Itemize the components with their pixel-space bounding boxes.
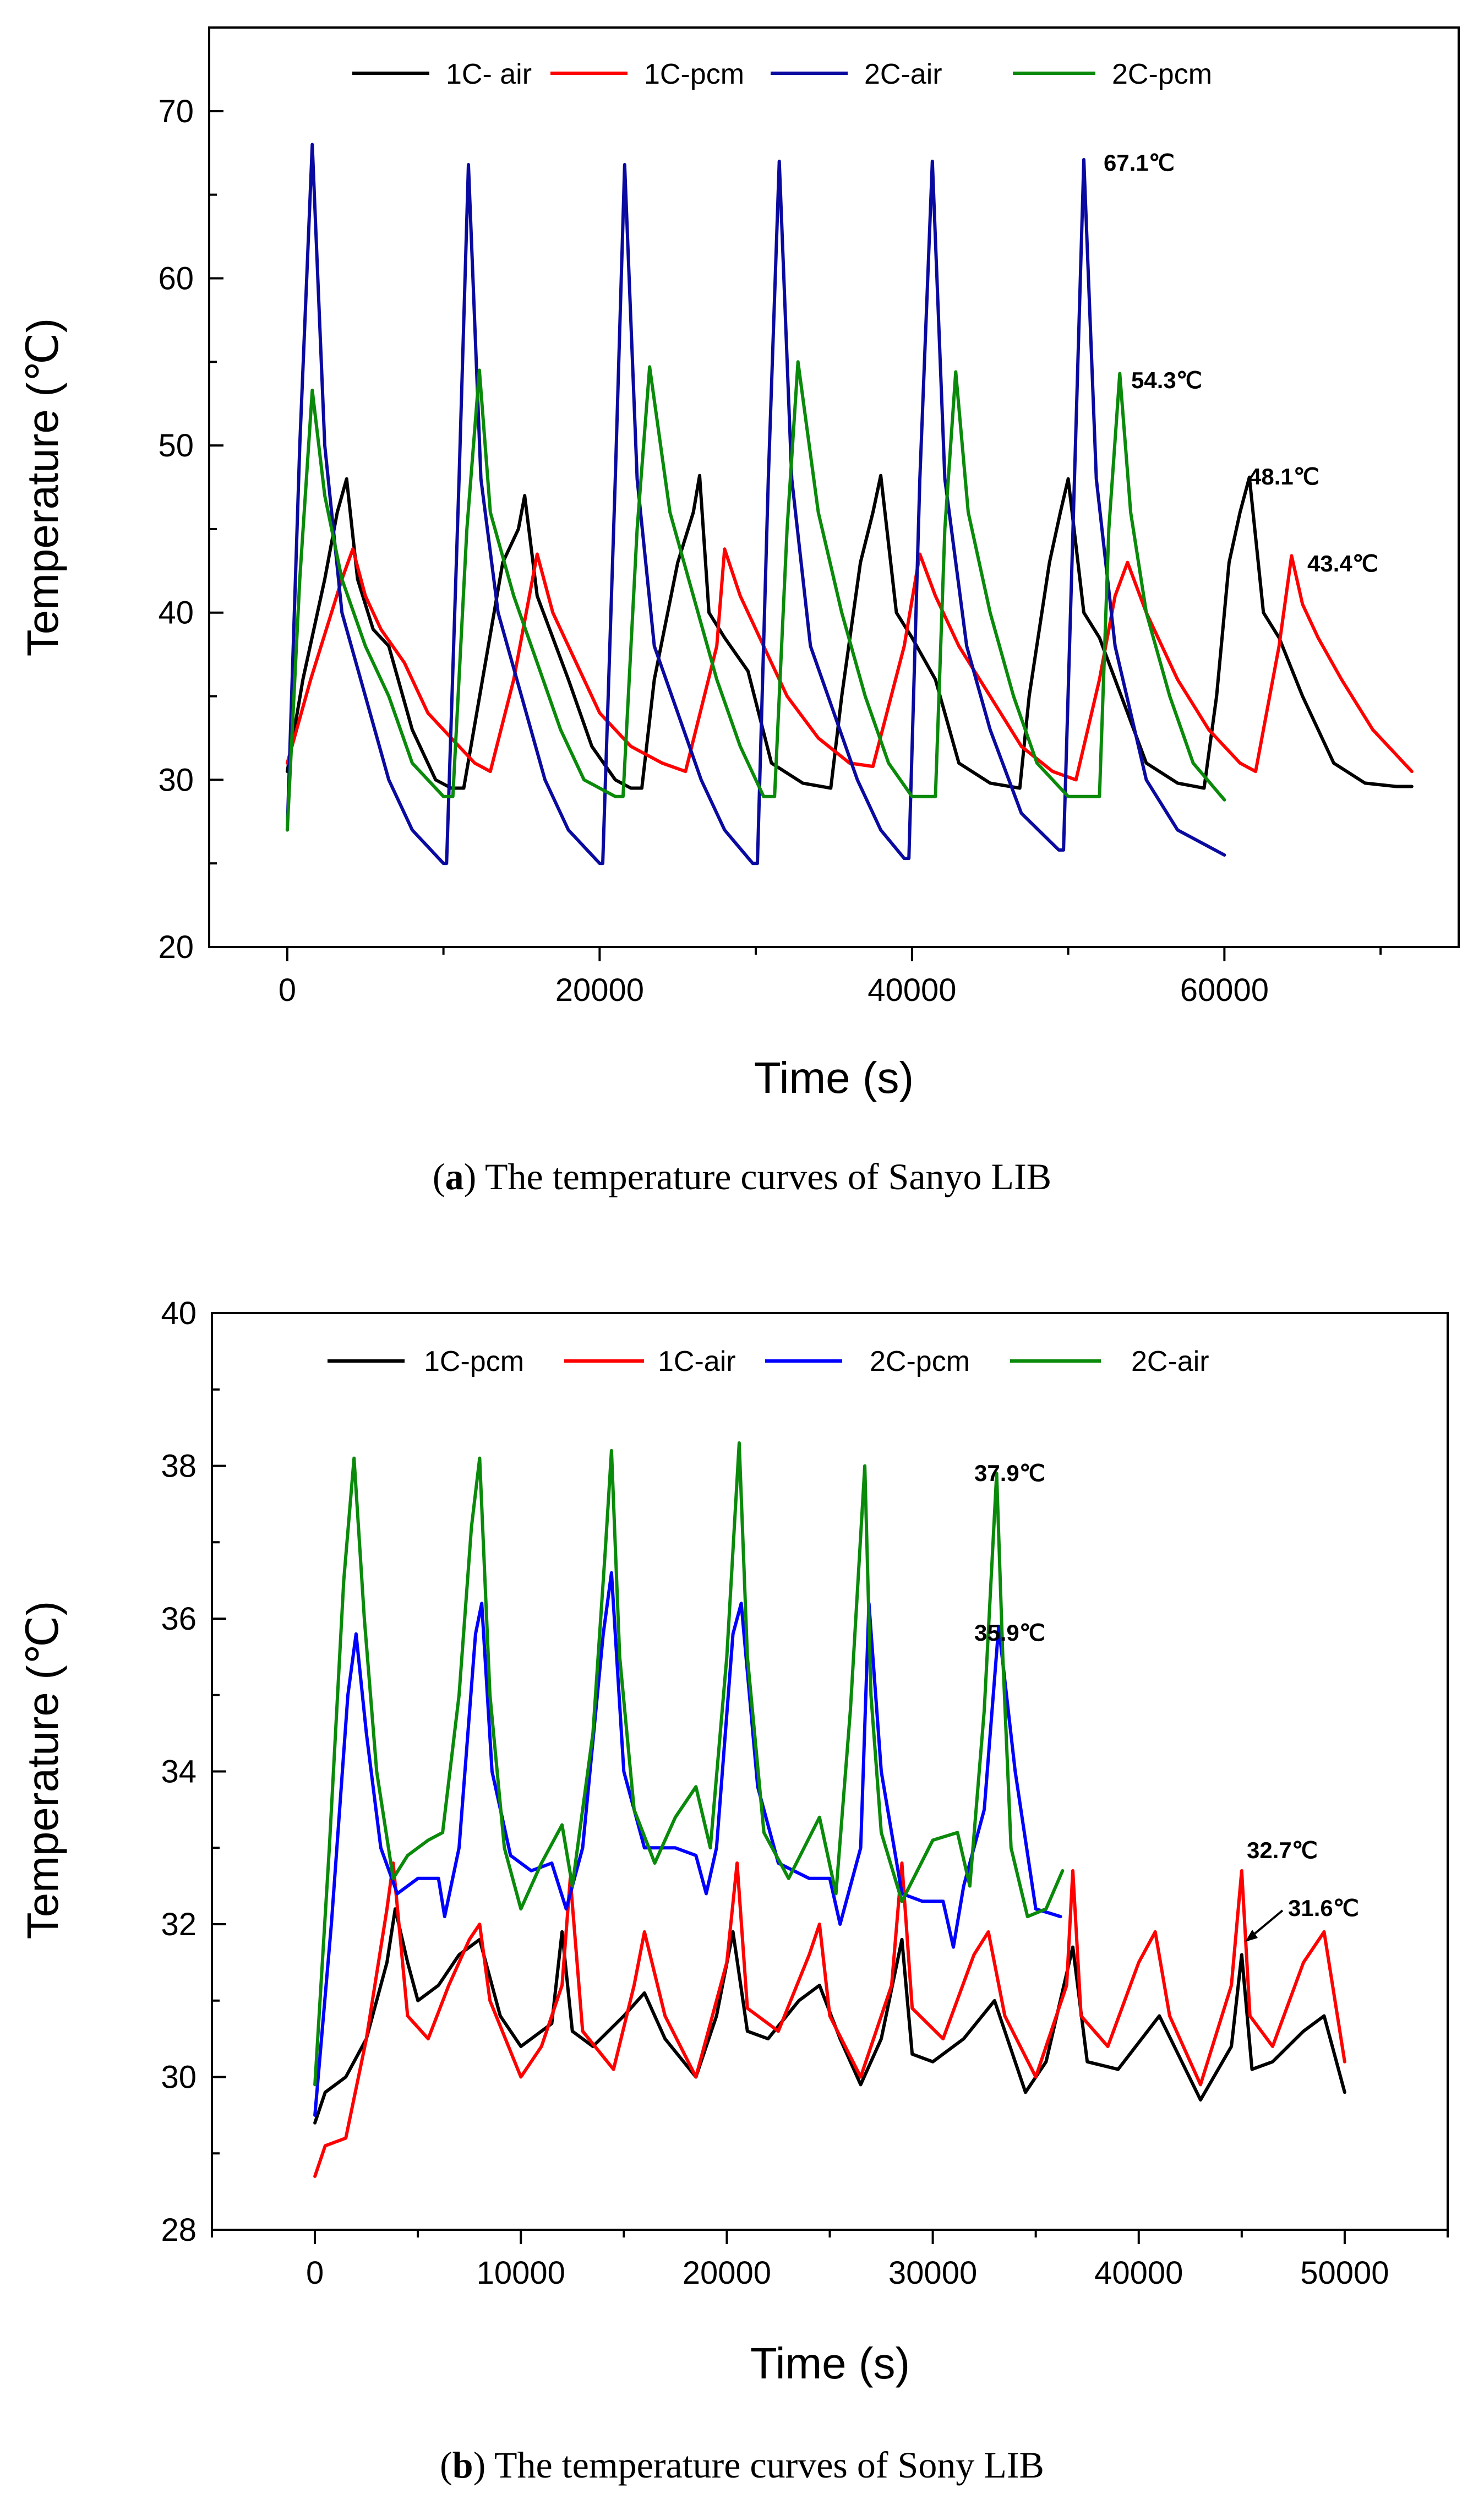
- y-tick-label-b: 32: [161, 1907, 197, 1942]
- x-tick-label-b: 20000: [683, 2255, 771, 2291]
- y-tick-label-a: 60: [158, 260, 194, 296]
- x-tick-label-b: 0: [306, 2255, 324, 2291]
- legend-label-2c-air: 2C-air: [864, 58, 942, 90]
- annotation-35-9: 35.9℃: [974, 1620, 1045, 1646]
- legend-a: 1C- air 1C-pcm 2C-air 2C-pcm: [352, 58, 1212, 90]
- annotation-37-9: 37.9℃: [974, 1460, 1045, 1486]
- y-axis-title-b: Temperature (℃): [18, 1601, 67, 1939]
- y-tick-label-a: 50: [158, 428, 194, 464]
- tick-layer-b: 28 30 32 34 36 38 40 0 10000 20000 30000 40000 50000: [161, 1295, 1449, 2291]
- legend-label-1c-pcm: 1C-pcm: [644, 58, 744, 90]
- series-line-1c-pcm-a: [285, 547, 1414, 782]
- chart-panel-b: 28 30 32 34 36 38 40 0 10000 20000 30000 40000 50000…: [18, 1295, 1449, 2486]
- annotation-31-6: 31.6℃: [1288, 1895, 1359, 1921]
- chart-panel-a: 20 30 40 50 60 70 0 20000 40000 60000 1C- air 1C-…: [18, 26, 1460, 1197]
- caption-text-b: The temperature curves of Sony LIB: [494, 2444, 1044, 2486]
- caption-a: (a) The temperature curves of Sanyo LIB: [433, 1156, 1051, 1197]
- tick-layer-a: 20 30 40 50 60 70 0 20000 40000 60000: [158, 26, 1382, 1008]
- series-line-2c-air-b: [313, 1441, 1065, 2087]
- annotation-67-1: 67.1℃: [1104, 150, 1175, 176]
- annotation-43-4: 43.4℃: [1307, 551, 1378, 576]
- series-line-2c-air-a: [285, 143, 1226, 865]
- x-tick-label-a: 0: [279, 972, 296, 1008]
- legend-label-2c-pcm: 2C-pcm: [1112, 58, 1212, 90]
- caption-letter-a: a: [445, 1156, 464, 1197]
- annotation-48-1: 48.1℃: [1248, 464, 1319, 489]
- plot-frame-b: [211, 1312, 1449, 2231]
- series-line-2c-pcm-a: [285, 360, 1226, 832]
- y-tick-label-b: 30: [161, 2060, 197, 2095]
- annotation-54-3: 54.3℃: [1131, 367, 1202, 393]
- svg-text:(a) The temperature curves of: (a) The temperature curves of Sanyo LIB: [433, 1156, 1051, 1197]
- x-tick-label-b: 40000: [1094, 2255, 1183, 2291]
- x-tick-label-a: 40000: [868, 972, 956, 1008]
- y-tick-label-b: 34: [161, 1754, 197, 1790]
- series-line-1c-pcm-b: [313, 1907, 1346, 2125]
- x-axis-title-b: Time (s): [750, 2339, 910, 2388]
- y-axis-title-a: Temperature (℃): [18, 318, 67, 656]
- annotation-32-7: 32.7℃: [1247, 1837, 1318, 1863]
- series-line-1c-air-b: [313, 1861, 1346, 2178]
- x-tick-label-a: 60000: [1180, 972, 1269, 1008]
- legend-label-2c-pcm-b: 2C-pcm: [870, 1346, 970, 1378]
- y-tick-label-b: 40: [161, 1295, 197, 1331]
- series-layer-a: [285, 143, 1414, 865]
- y-tick-label-b: 38: [161, 1449, 197, 1484]
- caption-b: (b) The temperature curves of Sony LIB: [440, 2444, 1044, 2486]
- legend-label-2c-air-b: 2C-air: [1131, 1346, 1209, 1378]
- y-tick-label-a: 30: [158, 762, 194, 798]
- annotation-arrow-31-6: [1248, 1909, 1284, 1939]
- y-tick-label-a: 70: [158, 94, 194, 129]
- series-layer-b: [313, 1441, 1346, 2178]
- y-tick-label-a: 20: [158, 929, 194, 965]
- x-tick-label-b: 10000: [477, 2255, 565, 2291]
- y-tick-label-b: 28: [161, 2212, 197, 2248]
- x-tick-label-a: 20000: [555, 972, 644, 1008]
- series-line-2c-pcm-b: [313, 1571, 1062, 2117]
- x-tick-label-b: 50000: [1300, 2255, 1389, 2291]
- x-axis-title-a: Time (s): [754, 1053, 914, 1102]
- series-line-1c-air-a: [285, 473, 1414, 790]
- y-tick-label-b: 36: [161, 1601, 197, 1637]
- annotation-arrowhead-31-6: [1245, 1930, 1258, 1942]
- y-tick-label-a: 40: [158, 595, 194, 631]
- svg-text:(b) The temperature curves of: (b) The temperature curves of Sony LIB: [440, 2444, 1044, 2486]
- plot-frame-a: [208, 26, 1460, 948]
- legend-label-1c-air-b: 1C-air: [658, 1346, 736, 1378]
- legend-b: 1C-pcm 1C-air 2C-pcm 2C-air: [328, 1346, 1209, 1378]
- legend-label-1c-air: 1C- air: [446, 58, 532, 90]
- legend-label-1c-pcm-b: 1C-pcm: [424, 1346, 524, 1378]
- x-tick-label-b: 30000: [888, 2255, 977, 2291]
- caption-text-a: The temperature curves of Sanyo LIB: [485, 1156, 1051, 1197]
- caption-letter-b: b: [452, 2444, 473, 2486]
